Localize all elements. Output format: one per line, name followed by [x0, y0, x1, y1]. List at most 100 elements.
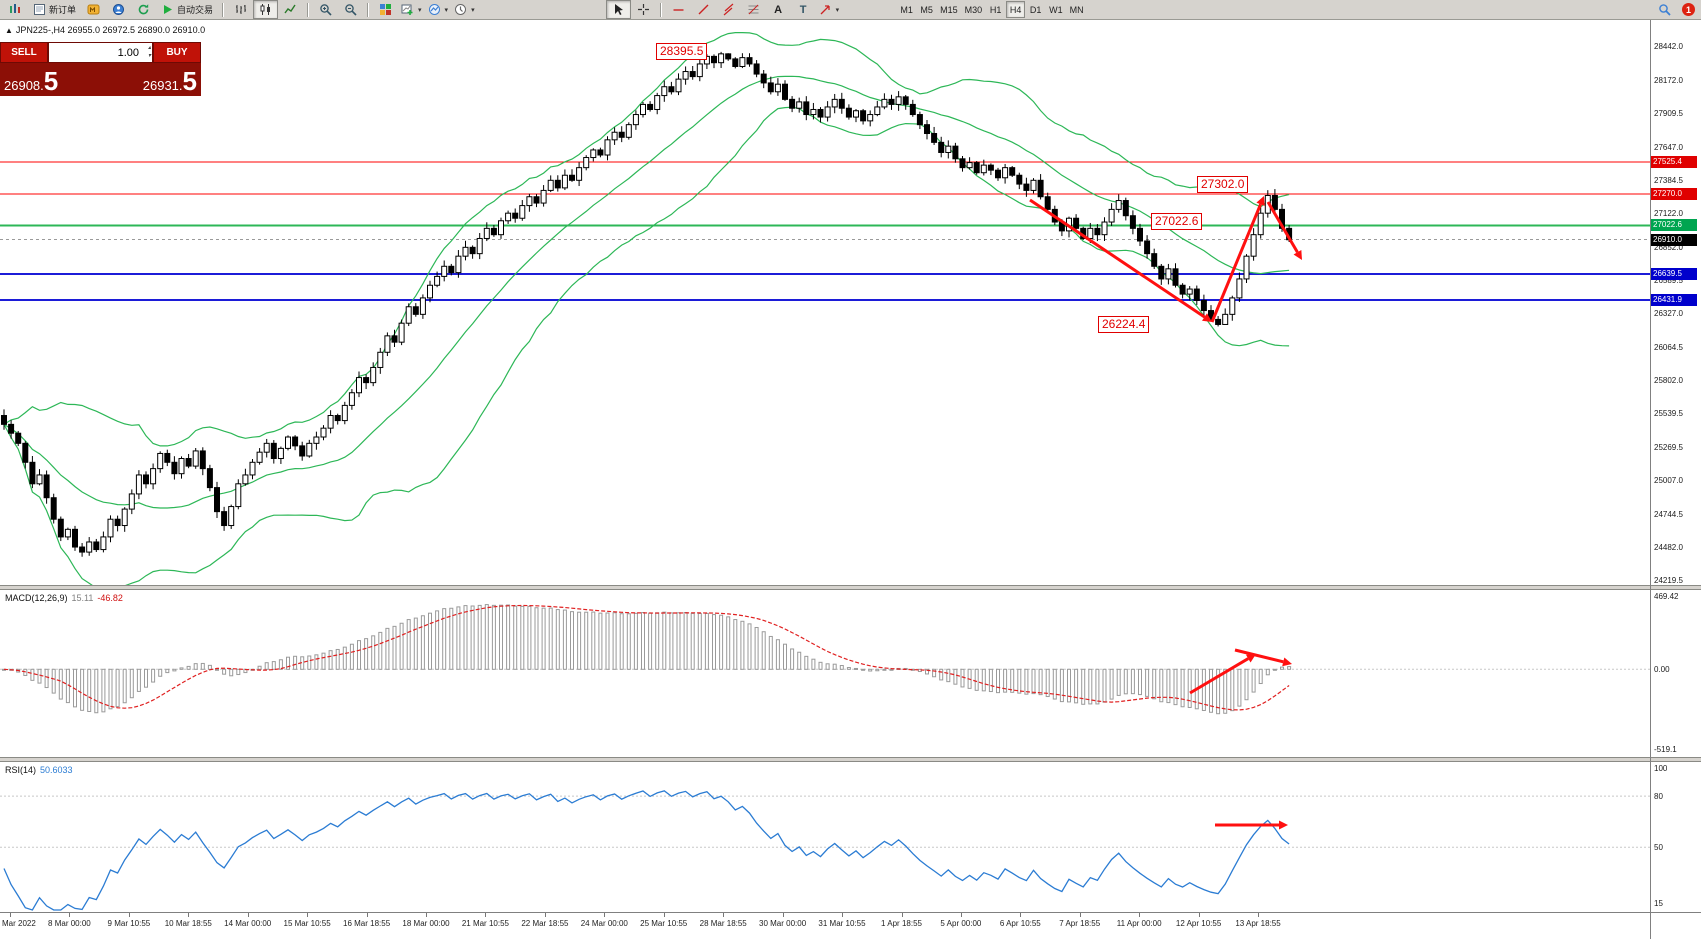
- time-tick: [366, 913, 368, 917]
- time-tick: [485, 913, 487, 917]
- fibonacci-tool[interactable]: [741, 0, 766, 19]
- autotrading-button[interactable]: 自动交易: [156, 1, 218, 18]
- time-tick: [1139, 913, 1141, 917]
- time-tick: [723, 913, 725, 917]
- price-annotation[interactable]: 27022.6: [1151, 213, 1203, 230]
- time-tick: [663, 913, 665, 917]
- cursor-icon[interactable]: [605, 0, 631, 19]
- periods-dropdown[interactable]: ▾: [451, 0, 478, 19]
- macd-name: MACD(12,26,9): [5, 593, 68, 603]
- price-tick: 25269.5: [1654, 443, 1683, 453]
- new-order-button[interactable]: 新订单: [28, 1, 81, 18]
- bar-chart-mode-icon[interactable]: [228, 0, 253, 19]
- quote-row: 26908. 5 26931. 5: [0, 63, 201, 96]
- time-label: 31 Mar 10:55: [818, 919, 866, 928]
- timeframe-M15[interactable]: M15: [937, 1, 961, 18]
- price-chart[interactable]: [0, 20, 1701, 585]
- volume-spinner[interactable]: ▴ ▾: [147, 45, 151, 59]
- community-icon[interactable]: [106, 0, 131, 19]
- time-tick: [901, 913, 903, 917]
- volume-field[interactable]: 1.00 ▴ ▾: [48, 42, 153, 63]
- price-tick: 26852.0: [1654, 243, 1683, 253]
- chart-window-icon[interactable]: [3, 0, 28, 19]
- macd-signal-value: -46.82: [97, 593, 123, 603]
- time-label: 9 Mar 10:55: [107, 919, 151, 928]
- time-tick: [1258, 913, 1259, 917]
- search-icon[interactable]: [1652, 0, 1677, 19]
- timeframe-H4[interactable]: H4: [1006, 1, 1026, 18]
- sell-button[interactable]: SELL: [0, 42, 48, 63]
- time-label: 8 Mar 00:00: [48, 919, 91, 928]
- time-tick: [1020, 913, 1022, 917]
- time-tick: [1198, 913, 1200, 917]
- time-label: Mar 2022: [2, 919, 36, 928]
- time-label: 25 Mar 10:55: [640, 919, 688, 928]
- time-tick: [426, 913, 427, 917]
- timeframe-M30[interactable]: M30: [962, 1, 986, 18]
- candlestick-mode-icon[interactable]: [253, 0, 279, 19]
- price-tick: 26064.5: [1654, 342, 1683, 352]
- panel-separator[interactable]: [0, 757, 1701, 762]
- horizontal-line-tool[interactable]: [666, 0, 691, 19]
- price-tick: 27647.0: [1654, 142, 1683, 152]
- timeframe-M5[interactable]: M5: [917, 1, 936, 18]
- timeframe-MN[interactable]: MN: [1067, 1, 1087, 18]
- channel-tool[interactable]: [716, 0, 741, 19]
- rsi-axis-tick: 100: [1654, 764, 1668, 773]
- time-label: 6 Apr 10:55: [999, 919, 1041, 928]
- label-tool[interactable]: T: [799, 3, 807, 16]
- price-tick: 28172.0: [1654, 76, 1683, 86]
- price-tick: 27909.5: [1654, 109, 1683, 119]
- price-annotation[interactable]: 26224.4: [1098, 316, 1150, 333]
- time-label: 13 Apr 18:55: [1235, 919, 1281, 928]
- price-tick: 25802.0: [1654, 375, 1683, 385]
- buy-button[interactable]: BUY: [153, 42, 201, 63]
- shapes-dropdown[interactable]: ▾: [816, 0, 843, 19]
- time-tick: [247, 913, 249, 917]
- time-label: 18 Mar 00:00: [402, 919, 450, 928]
- crosshair-icon[interactable]: [631, 0, 656, 19]
- price-tick: 24482.0: [1654, 542, 1683, 552]
- notification-badge[interactable]: 1: [1682, 3, 1695, 16]
- zoom-out-icon[interactable]: [338, 0, 363, 19]
- buy-price: 26931. 5: [142, 66, 197, 96]
- timeframe-W1[interactable]: W1: [1046, 1, 1066, 18]
- timeframe-H1[interactable]: H1: [986, 1, 1005, 18]
- price-tick: 26327.0: [1654, 309, 1683, 319]
- price-tick: 25007.0: [1654, 476, 1683, 486]
- time-label: 1 Apr 18:55: [881, 919, 922, 928]
- rsi-panel[interactable]: [0, 762, 1701, 912]
- trade-panel-toggle-icon[interactable]: ▲: [5, 26, 13, 35]
- macd-panel[interactable]: [0, 590, 1701, 757]
- macd-label: MACD(12,26,9) 15.11 -46.82: [5, 593, 123, 603]
- tile-windows-icon[interactable]: [373, 0, 398, 19]
- time-label: 16 Mar 18:55: [343, 919, 391, 928]
- refresh-icon[interactable]: [131, 0, 156, 19]
- time-tick: [10, 913, 11, 917]
- rsi-label: RSI(14) 50.6033: [5, 765, 73, 775]
- macd-main-value: 15.11: [71, 593, 94, 603]
- price-annotation[interactable]: 28395.5: [656, 43, 708, 60]
- new-chart-dropdown[interactable]: ▾: [398, 0, 425, 19]
- text-tool[interactable]: A: [774, 3, 783, 16]
- mql5-icon[interactable]: [81, 0, 106, 19]
- zoom-in-icon[interactable]: [313, 0, 338, 19]
- price-axis[interactable]: 28442.0 28172.0 27909.5 27647.0 27384.5 27122…: [1650, 0, 1701, 939]
- timeframe-D1[interactable]: D1: [1026, 1, 1045, 18]
- time-label: 11 Apr 00:00: [1116, 919, 1162, 928]
- time-label: 10 Mar 18:55: [164, 919, 212, 928]
- time-label: 5 Apr 00:00: [940, 919, 982, 928]
- price-annotation[interactable]: 27302.0: [1197, 176, 1249, 193]
- time-axis[interactable]: Mar 2022 8 Mar 00:00 9 Mar 10:55 10 Mar 18:…: [0, 912, 1701, 939]
- indicators-dropdown[interactable]: ▾: [425, 0, 452, 19]
- rsi-axis-tick: 50: [1654, 843, 1663, 853]
- symbol-ohlc-text: JPN225-,H4 26955.0 26972.5 26890.0 26910…: [15, 25, 206, 35]
- trendline-tool[interactable]: [691, 0, 716, 19]
- line-chart-mode-icon[interactable]: [278, 0, 303, 19]
- timeframe-M1[interactable]: M1: [897, 1, 916, 18]
- rsi-axis-tick: 80: [1654, 792, 1663, 802]
- time-tick: [960, 913, 962, 917]
- level-price-tag: 27270.0: [1651, 188, 1697, 201]
- panel-separator[interactable]: [0, 585, 1701, 590]
- level-price-tag: 27022.6: [1651, 219, 1697, 232]
